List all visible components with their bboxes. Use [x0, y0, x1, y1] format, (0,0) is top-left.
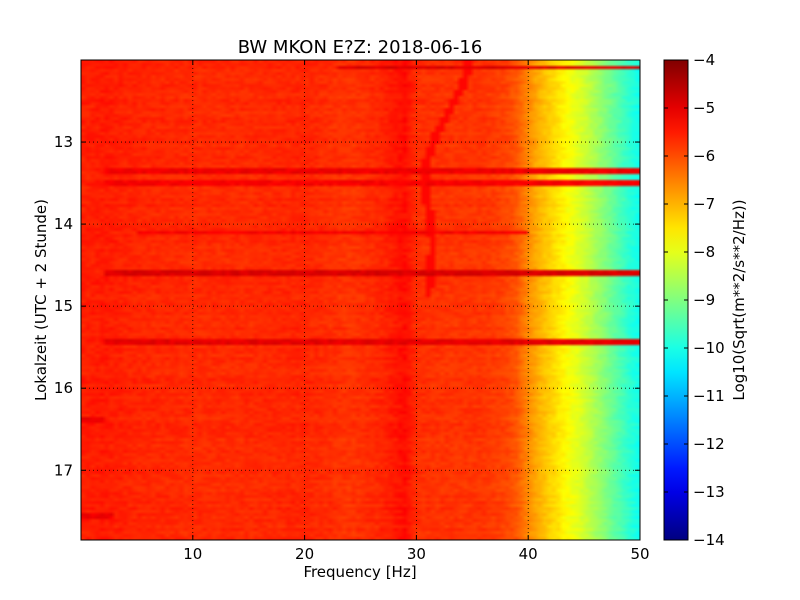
x-axis-label: Frequency [Hz] — [303, 563, 416, 581]
colorbar-tick-label: −5 — [693, 99, 715, 117]
colorbar-tick-label: −6 — [693, 147, 715, 165]
y-tick-label: 15 — [54, 297, 73, 315]
colorbar-ticks: −4 −5 −6 −7 −8 −9 −10 −11 −12 −13 −14 — [664, 51, 725, 549]
colorbar-tick-label: −12 — [693, 435, 725, 453]
x-tick-label: 40 — [519, 545, 538, 563]
heatmap-raster — [81, 60, 640, 540]
colorbar-tick-label: −10 — [693, 339, 725, 357]
grid-lines — [81, 60, 640, 540]
y-tick-label: 13 — [54, 133, 73, 151]
colorbar-tick-label: −4 — [693, 51, 715, 69]
colorbar-tick-label: −13 — [693, 483, 725, 501]
x-tick-label: 10 — [183, 545, 202, 563]
y-tick-label: 17 — [54, 461, 73, 479]
chart-title: BW MKON E?Z: 2018-06-16 — [238, 37, 483, 58]
x-tick-label: 30 — [407, 545, 426, 563]
x-tick-label: 20 — [295, 545, 314, 563]
colorbar-tick-label: −9 — [693, 291, 715, 309]
colorbar-tick-label: −14 — [693, 531, 725, 549]
y-tick-label: 14 — [54, 215, 73, 233]
colorbar-tick-label: −8 — [693, 243, 715, 261]
spectrogram-heatmap — [81, 60, 640, 540]
x-axis-ticks: 10 20 30 40 50 — [183, 60, 650, 563]
y-axis-ticks: 13 14 15 16 17 — [54, 133, 640, 479]
y-tick-label: 16 — [54, 379, 73, 397]
plot-frame — [80, 59, 641, 541]
y-axis-label: Lokalzeit (UTC + 2 Stunde) — [32, 199, 50, 401]
colorbar-tick-label: −7 — [693, 195, 715, 213]
colorbar-label: Log10(Sqrt(m**2/s**2/Hz)) — [730, 199, 748, 400]
x-tick-label: 50 — [630, 545, 649, 563]
colorbar-tick-label: −11 — [693, 387, 725, 405]
